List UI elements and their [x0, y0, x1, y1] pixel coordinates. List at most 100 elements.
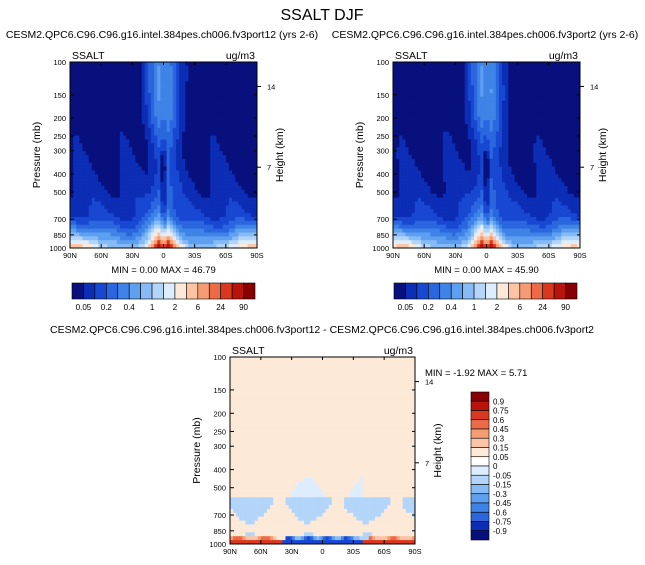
field-cell [166, 232, 171, 237]
field-cell [160, 209, 165, 214]
field-cell [126, 197, 130, 203]
field-cell [179, 81, 183, 86]
field-cell [498, 65, 503, 71]
field-cell [166, 81, 171, 86]
field-cell [433, 73, 438, 79]
field-cell [147, 104, 152, 110]
field-cell [232, 65, 236, 71]
field-cell [250, 217, 255, 222]
field-cell [452, 124, 456, 129]
field-cell [250, 186, 255, 191]
field-cell [225, 143, 230, 148]
field-cell [98, 228, 102, 234]
field-cell [561, 182, 566, 187]
field-cell [405, 89, 410, 94]
field-cell [132, 104, 137, 110]
field-cell [498, 120, 503, 125]
field-cell [498, 139, 503, 144]
field-cell [160, 197, 165, 203]
field-cell [132, 62, 137, 67]
field-cell [558, 127, 562, 133]
field-cell [188, 201, 193, 206]
field-cell [461, 124, 466, 129]
field-cell [427, 174, 431, 179]
field-cell [430, 186, 435, 191]
field-cell [144, 120, 149, 125]
field-cell [160, 131, 165, 137]
field-cell [113, 217, 118, 222]
field-cell [424, 193, 428, 199]
field-cell [204, 104, 208, 110]
field-cell [129, 174, 133, 179]
field-cell [551, 62, 556, 67]
field-cell [542, 108, 547, 113]
field-cell [116, 232, 121, 237]
field-cell [163, 73, 168, 79]
field-cell [474, 104, 478, 110]
field-cell [489, 81, 494, 86]
field-cell [517, 174, 522, 179]
field-cell [399, 166, 403, 172]
field-cell [545, 81, 550, 86]
field-cell [393, 108, 397, 113]
field-cell [480, 104, 484, 110]
field-cell [430, 135, 435, 141]
field-cell [492, 62, 497, 67]
field-cell [564, 170, 569, 175]
field-cell [85, 108, 90, 113]
field-cell [94, 120, 99, 125]
field-cell [119, 62, 124, 67]
field-cell [141, 69, 146, 75]
field-cell [232, 220, 236, 226]
field-cell [169, 89, 174, 94]
field-cell [430, 89, 435, 94]
field-cell [175, 182, 180, 187]
field-cell [489, 127, 494, 133]
field-cell [98, 236, 102, 241]
field-cell [408, 108, 413, 113]
field-cell [393, 170, 397, 175]
field-cell [194, 69, 199, 75]
field-cell [204, 244, 208, 248]
field-cell [508, 73, 513, 79]
field-cell [88, 131, 93, 137]
field-cell [452, 139, 456, 144]
field-cell [219, 205, 224, 210]
field-cell [424, 116, 428, 121]
field-cell [495, 116, 500, 121]
field-cell [166, 116, 171, 121]
field-cell [225, 85, 230, 90]
field-cell [545, 127, 550, 133]
field-cell [576, 155, 580, 160]
field-cell [194, 62, 199, 67]
field-cell [402, 162, 407, 168]
field-cell [489, 89, 494, 94]
field-cell [253, 205, 257, 210]
field-cell [417, 135, 422, 141]
field-cell [483, 104, 488, 110]
field-cell [505, 116, 509, 121]
field-cell [126, 178, 130, 183]
field-cell [141, 127, 146, 133]
field-cell [436, 170, 441, 175]
field-cell [439, 182, 444, 187]
field-cell [508, 182, 513, 187]
field-cell [113, 143, 118, 148]
field-cell [129, 62, 133, 67]
field-cell [213, 69, 218, 75]
field-cell [175, 69, 180, 75]
field-cell [402, 124, 407, 129]
field-cell [228, 116, 233, 121]
field-cell [421, 85, 425, 90]
field-cell [461, 182, 466, 187]
field-cell [396, 147, 400, 152]
field-cell [182, 124, 186, 129]
field-cell [222, 236, 227, 241]
field-cell [107, 108, 112, 113]
field-cell [104, 174, 108, 179]
field-cell [138, 96, 143, 102]
field-cell [442, 155, 447, 160]
field-cell [225, 201, 230, 206]
field-cell [238, 100, 243, 106]
field-cell [179, 62, 183, 67]
